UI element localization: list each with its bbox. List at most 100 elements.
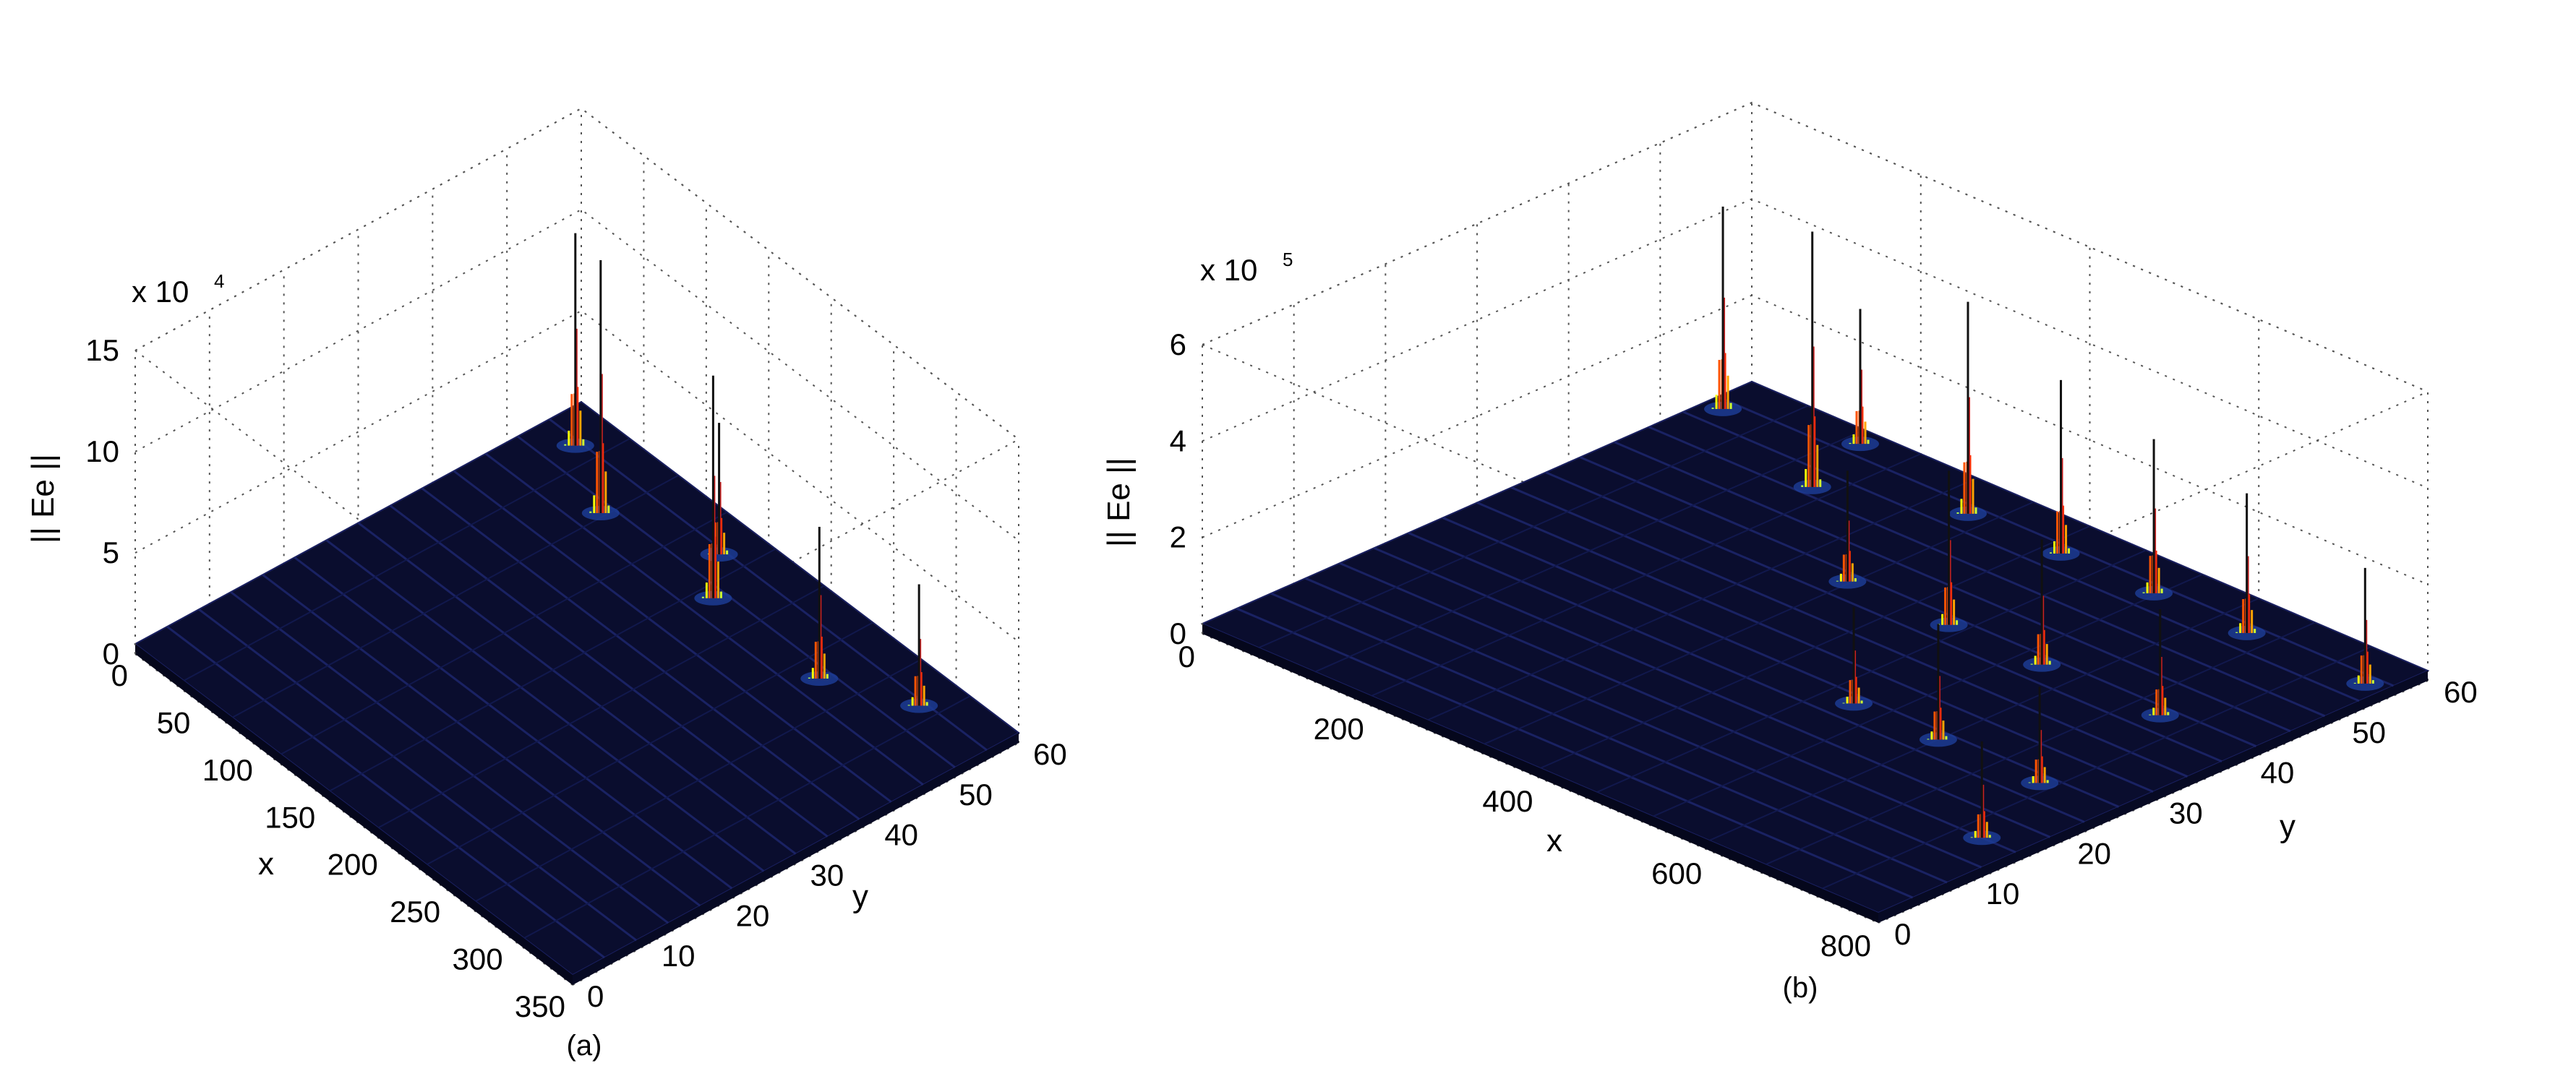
x-tick-label: 400 — [1482, 784, 1533, 818]
top-edge — [1202, 101, 2429, 392]
z-axis-label: || Ee || — [1101, 457, 1137, 547]
surface — [134, 400, 1020, 985]
y-tick-label: 60 — [1033, 737, 1067, 771]
y-tick-label: 20 — [2077, 836, 2111, 870]
x-tick-label: 200 — [1314, 712, 1364, 746]
surface-ripple — [421, 487, 860, 820]
peak — [1930, 470, 1968, 632]
peak — [1948, 301, 1987, 521]
z-grid-line — [1202, 101, 2429, 392]
surface-ridge — [1540, 525, 2090, 769]
y-tick-label: 40 — [884, 818, 918, 852]
surface-ripple — [294, 556, 733, 890]
peak-base — [1919, 732, 1957, 747]
surface-ripple — [166, 625, 605, 959]
surface-ripple — [453, 470, 892, 803]
surface-ridge — [1258, 405, 1809, 649]
x-tick-label: 200 — [328, 848, 378, 882]
peak — [2021, 687, 2059, 791]
peaks — [1704, 206, 2384, 846]
peaks — [556, 233, 938, 713]
x-tick-label: 350 — [515, 989, 565, 1023]
z-tick-label: 4 — [1170, 423, 1186, 457]
surface-front-skirt — [135, 644, 573, 985]
peak — [1963, 741, 2001, 846]
z-tick-label: 2 — [1170, 520, 1186, 554]
y-tick-label: 50 — [2352, 715, 2386, 749]
surface-front-skirt — [1202, 624, 1878, 923]
surface-ripple — [389, 504, 829, 838]
surface-ridge — [475, 658, 923, 903]
z-tick-label: 0 — [1170, 616, 1186, 650]
peak — [581, 259, 620, 520]
z-scale-exponent: 5 — [1283, 249, 1293, 270]
z-tick-label: 5 — [103, 536, 119, 569]
surface-ridge — [183, 438, 630, 681]
x-tick-label: 250 — [390, 895, 440, 929]
surface-side-skirt — [573, 733, 1019, 985]
figure-caption: (a) — [567, 1030, 602, 1062]
surface-ripple — [484, 452, 924, 786]
surface-side-skirt — [1878, 671, 2428, 923]
y-tick-label: 30 — [2169, 796, 2203, 830]
x-tick-label: 600 — [1651, 856, 1702, 890]
z-scale-label: x 10 — [1200, 253, 1257, 287]
surface-ripple — [325, 539, 765, 872]
peak — [2023, 539, 2061, 672]
peak — [2228, 493, 2266, 640]
x-tick-label: 50 — [157, 705, 191, 739]
y-tick-label: 50 — [959, 778, 993, 812]
surface-ridge — [523, 695, 971, 939]
peak — [2135, 439, 2173, 601]
z-tick-label: 6 — [1170, 327, 1186, 361]
x-tick-label: 150 — [265, 800, 315, 834]
x-axis-label: x — [1546, 823, 1562, 859]
z-scale-label: x 10 — [132, 275, 189, 309]
y-tick-label: 0 — [587, 979, 604, 1013]
surface-ripple — [516, 435, 956, 769]
z-tick-label: 10 — [85, 434, 119, 468]
peak — [900, 584, 938, 713]
x-axis-label: x — [258, 846, 274, 882]
z-tick-label: 15 — [85, 333, 119, 367]
peak — [2141, 609, 2179, 723]
figure-caption: (b) — [1783, 972, 1818, 1004]
x-tick-label: 0 — [111, 658, 128, 692]
z-axis-label: || Ee || — [25, 454, 61, 543]
surface-ridge — [1596, 549, 2147, 793]
peak — [1835, 607, 1873, 711]
surface-ridge — [329, 548, 776, 792]
y-tick-label: 30 — [810, 859, 844, 892]
x-tick-label: 100 — [202, 753, 253, 787]
y-tick-label: 10 — [1986, 877, 2020, 911]
surface-ridge — [1314, 429, 1865, 673]
y-tick-label: 0 — [1894, 917, 1911, 951]
peak — [1828, 470, 1867, 589]
surface — [1200, 380, 2430, 923]
surface-ridge — [1708, 598, 2259, 841]
peak — [800, 526, 839, 686]
surface-ridge — [1484, 501, 2034, 745]
y-axis-label: y — [2280, 809, 2295, 844]
peak — [1841, 309, 1879, 452]
x-tick-label: 0 — [1178, 640, 1195, 674]
y-tick-label: 40 — [2261, 756, 2295, 790]
z-scale-exponent: 4 — [214, 270, 224, 292]
peak — [1793, 231, 1831, 494]
peak — [1919, 624, 1957, 747]
peak — [2042, 379, 2080, 561]
peak — [694, 375, 732, 606]
x-tick-label: 800 — [1820, 929, 1871, 963]
surface-ridge — [1427, 477, 1978, 721]
surface-ridge — [281, 511, 728, 755]
y-tick-label: 60 — [2444, 675, 2478, 709]
surface-ripple — [549, 418, 988, 752]
peak — [556, 233, 594, 453]
peak — [2346, 567, 2384, 691]
y-tick-label: 20 — [736, 898, 770, 932]
surface-ridge — [1652, 573, 2203, 817]
